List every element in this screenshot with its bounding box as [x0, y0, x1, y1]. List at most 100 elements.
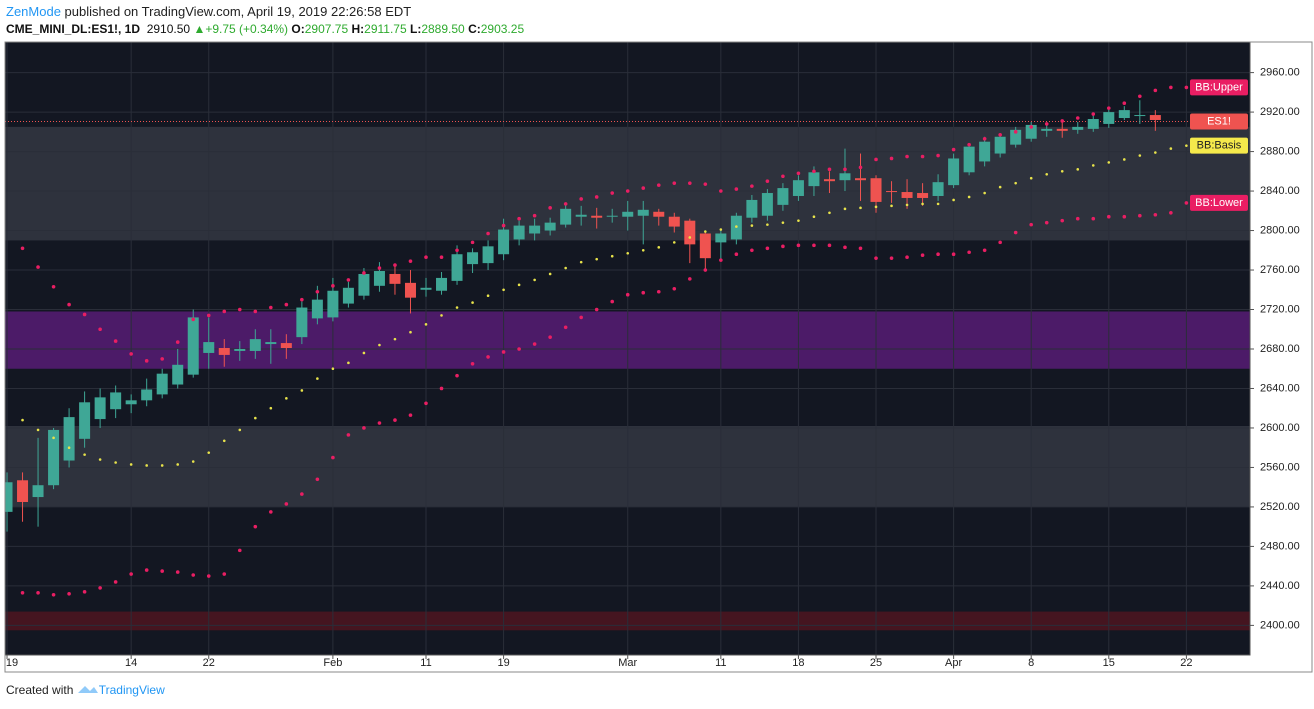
- candle-body: [110, 392, 122, 410]
- band-dot: [843, 245, 847, 250]
- band-dot: [316, 377, 319, 380]
- band-dot: [563, 202, 568, 206]
- band-dot: [129, 352, 133, 356]
- band-dot: [594, 195, 599, 199]
- candle-body: [1087, 118, 1099, 129]
- band-dot: [858, 246, 863, 251]
- change-arrow: ▲: [193, 22, 206, 36]
- band-dot: [998, 185, 1002, 189]
- band-dot: [439, 386, 444, 391]
- candle-body: [917, 193, 929, 198]
- footer-text: Created with: [6, 683, 74, 697]
- band-dot: [1169, 85, 1173, 90]
- footer-brand[interactable]: TradingView: [98, 683, 165, 697]
- x-tick-label: 22: [1180, 657, 1192, 669]
- band-dot: [1029, 176, 1033, 180]
- candle-body: [218, 348, 230, 355]
- band-dot: [936, 202, 940, 206]
- band-dot: [517, 216, 521, 221]
- candle-body: [637, 209, 649, 216]
- band-dot: [548, 272, 552, 276]
- band-dot: [331, 284, 335, 288]
- y-tick-label: 2600.00: [1260, 422, 1300, 434]
- band-dot: [563, 325, 568, 330]
- candle-body: [94, 397, 106, 420]
- x-tick-label: 14: [125, 657, 137, 669]
- ohlc-value: 2903.25: [480, 22, 525, 36]
- band-dot: [145, 464, 148, 467]
- y-tick-label: 2840.00: [1260, 185, 1300, 197]
- band-dot: [610, 254, 614, 258]
- band-dot: [52, 436, 55, 440]
- candle-body: [823, 179, 835, 182]
- band-dot: [144, 568, 149, 572]
- candle-body: [373, 271, 385, 286]
- y-tick-label: 2480.00: [1260, 540, 1300, 552]
- candle-body: [1103, 112, 1115, 124]
- change: +9.75 (+0.34%): [205, 22, 289, 36]
- last-price: 2910.50: [146, 22, 191, 36]
- band-dot: [393, 337, 397, 341]
- band-dot: [175, 340, 180, 344]
- candle-body: [1025, 124, 1037, 139]
- y-tick-label: 2520.00: [1260, 501, 1300, 513]
- band-dot: [300, 492, 304, 496]
- band-dot: [362, 271, 366, 275]
- chart: 2400.00 2440.00 2480.00 2520.00 2560.00 2600.…: [4, 41, 1313, 673]
- candle-body: [1149, 115, 1161, 120]
- band-dot: [641, 186, 646, 190]
- band-dot: [874, 157, 878, 162]
- band-dot: [129, 572, 133, 576]
- y-tick-label: 2760.00: [1260, 264, 1300, 276]
- author[interactable]: ZenMode: [6, 4, 61, 19]
- y-tick-label: 2440.00: [1260, 580, 1300, 592]
- x-tick-label: 11: [715, 657, 726, 669]
- candle-body: [591, 215, 603, 218]
- band-dot: [20, 246, 25, 251]
- band-dot: [269, 406, 273, 410]
- band-dot: [656, 289, 661, 294]
- price-tag-label: ES1!: [1207, 115, 1231, 127]
- band-dot: [160, 464, 164, 467]
- band-dot: [1184, 201, 1189, 205]
- band-dot: [532, 342, 537, 346]
- band-dot: [378, 343, 381, 347]
- band-dot: [936, 153, 940, 158]
- band-dot: [1044, 122, 1049, 126]
- candle-body: [979, 141, 991, 162]
- ohlc-label: L:: [410, 22, 422, 36]
- band-dot: [222, 309, 227, 314]
- band-dot: [796, 171, 801, 176]
- price-tag: [1190, 194, 1248, 211]
- band-dot: [952, 198, 955, 202]
- y-tick-label: 2560.00: [1260, 461, 1300, 473]
- candle-body: [156, 373, 168, 395]
- band-dot: [734, 252, 739, 257]
- candle-body: [48, 429, 60, 486]
- band-dot: [471, 301, 474, 304]
- band-dot: [719, 258, 723, 262]
- band-dot: [548, 335, 552, 339]
- band-dot: [858, 165, 863, 170]
- band-dot: [455, 248, 459, 253]
- band-dot: [688, 236, 692, 239]
- band-dot: [362, 426, 366, 430]
- x-tick-label: 22: [203, 657, 215, 669]
- band-dot: [98, 458, 102, 461]
- band-dot: [393, 418, 397, 422]
- candle-body: [342, 287, 354, 304]
- candle-body: [901, 192, 913, 198]
- band-dot: [486, 355, 490, 359]
- band-dot: [998, 132, 1002, 137]
- candle-body: [1056, 128, 1068, 131]
- band-dot: [1044, 220, 1049, 225]
- band-dot: [579, 260, 583, 264]
- band-dot: [920, 154, 925, 159]
- band-dot: [206, 574, 211, 578]
- band-dot: [766, 223, 769, 226]
- band-dot: [331, 367, 335, 371]
- band-dot: [408, 413, 413, 417]
- band-dot: [1138, 94, 1142, 99]
- band-dot: [377, 421, 382, 425]
- band-dot: [1138, 213, 1142, 218]
